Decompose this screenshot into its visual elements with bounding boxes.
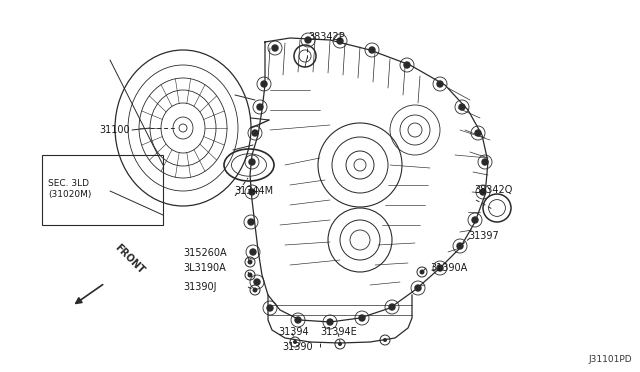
Text: 31394E: 31394E (320, 327, 356, 337)
Circle shape (404, 62, 410, 68)
Circle shape (248, 260, 253, 264)
Circle shape (267, 305, 273, 311)
Circle shape (419, 269, 424, 275)
Circle shape (437, 265, 443, 271)
Circle shape (457, 243, 463, 249)
Circle shape (480, 189, 486, 195)
Circle shape (369, 47, 375, 53)
Circle shape (437, 81, 443, 87)
Text: (31020M): (31020M) (48, 190, 92, 199)
Text: 31397: 31397 (468, 231, 499, 241)
Circle shape (305, 37, 311, 43)
Circle shape (389, 304, 395, 310)
Circle shape (249, 189, 255, 195)
Circle shape (338, 342, 342, 346)
Text: SEC. 3LD: SEC. 3LD (48, 179, 89, 187)
Text: 31390: 31390 (283, 342, 314, 352)
Circle shape (250, 249, 256, 255)
Text: J31101PD: J31101PD (588, 355, 632, 364)
Circle shape (254, 279, 260, 285)
Circle shape (383, 338, 387, 342)
Text: 31394: 31394 (278, 327, 308, 337)
Circle shape (248, 273, 253, 278)
Circle shape (337, 38, 343, 44)
Circle shape (482, 159, 488, 165)
Circle shape (272, 45, 278, 51)
Text: 315260A: 315260A (183, 248, 227, 258)
Text: 31390A: 31390A (430, 263, 467, 273)
Text: 38342Q: 38342Q (474, 185, 513, 195)
Text: FRONT: FRONT (113, 243, 147, 276)
Circle shape (295, 317, 301, 323)
Text: 31344M: 31344M (234, 186, 273, 196)
Circle shape (359, 315, 365, 321)
Circle shape (327, 319, 333, 325)
Text: 38342P: 38342P (308, 32, 345, 42)
Text: 31100: 31100 (99, 125, 130, 135)
Bar (42, 155, 163, 225)
Circle shape (293, 340, 297, 344)
Circle shape (415, 285, 421, 291)
Circle shape (472, 217, 478, 223)
Circle shape (248, 219, 254, 225)
Circle shape (252, 130, 258, 136)
Circle shape (459, 104, 465, 110)
Circle shape (475, 130, 481, 136)
Circle shape (261, 81, 267, 87)
Text: 3L3190A: 3L3190A (183, 263, 226, 273)
Circle shape (249, 159, 255, 165)
Circle shape (253, 288, 257, 292)
Text: 31390J: 31390J (183, 282, 216, 292)
Circle shape (257, 104, 263, 110)
